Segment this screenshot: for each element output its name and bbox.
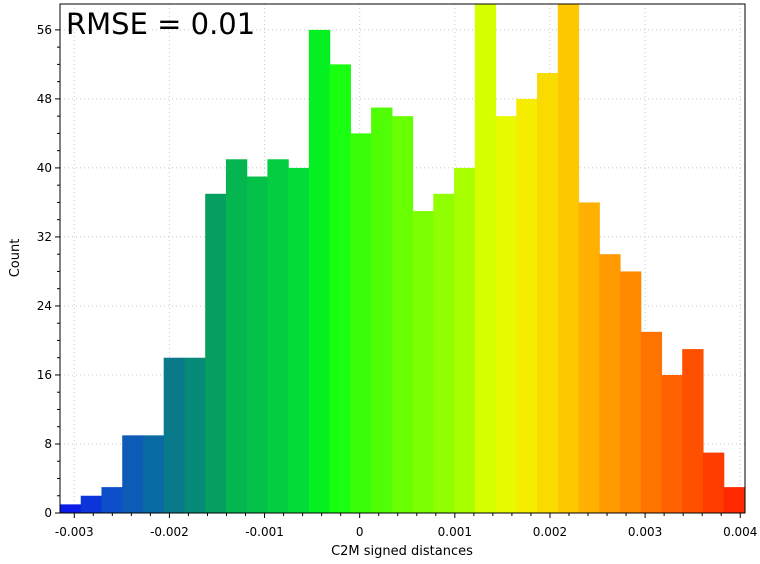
histogram-bar xyxy=(682,349,704,513)
histogram-bar xyxy=(184,357,206,513)
y-axis-ticks: 0 8 16 24 32 40 48 56 xyxy=(37,23,60,520)
x-axis-ticks: -0.003 -0.002 -0.001 0 0.001 0.002 0.003 0.004 xyxy=(55,513,757,539)
histogram-bar xyxy=(142,435,165,513)
x-axis-title: C2M signed distances xyxy=(331,544,473,559)
y-tick-label: 8 xyxy=(44,437,52,451)
histogram-bars xyxy=(60,4,746,514)
x-tick-label: 0.003 xyxy=(628,525,662,539)
histogram-bar xyxy=(350,133,372,513)
x-tick-label: 0.002 xyxy=(533,525,567,539)
plot-frame xyxy=(59,3,746,514)
x-tick-label: -0.001 xyxy=(245,525,284,539)
histogram-bar xyxy=(537,73,559,513)
histogram-bar xyxy=(329,64,351,513)
histogram-bar xyxy=(246,176,269,514)
histogram-bar xyxy=(412,211,434,513)
histogram-bar xyxy=(661,374,683,513)
y-tick-label: 16 xyxy=(37,368,52,382)
histogram-bar xyxy=(122,435,144,513)
rmse-annotation: RMSE = 0.01 xyxy=(66,7,255,41)
histogram-bar xyxy=(495,116,517,514)
histogram-bar xyxy=(433,193,455,513)
histogram-bar xyxy=(101,487,123,513)
x-tick-label: 0.004 xyxy=(723,525,757,539)
histogram-bar xyxy=(599,254,621,513)
histogram-bar xyxy=(619,271,642,513)
y-tick-label: 32 xyxy=(37,230,52,244)
histogram-bar xyxy=(557,4,580,513)
histogram-bar xyxy=(60,504,82,513)
y-tick-label: 24 xyxy=(37,299,52,313)
histogram-bar xyxy=(288,167,310,513)
y-tick-label: 48 xyxy=(37,92,52,106)
x-tick-label: -0.002 xyxy=(150,525,189,539)
histogram-bar xyxy=(80,495,103,513)
y-axis-title: Count xyxy=(8,239,23,278)
histogram-bar xyxy=(454,167,476,513)
histogram-bar xyxy=(205,193,227,513)
histogram-bar xyxy=(474,4,497,513)
histogram-bar xyxy=(391,116,414,514)
y-tick-label: 56 xyxy=(37,23,52,37)
histogram-bar xyxy=(371,107,393,513)
x-tick-label: -0.003 xyxy=(55,525,94,539)
histogram-bar xyxy=(267,159,289,513)
x-tick-label: 0.001 xyxy=(438,525,472,539)
histogram-bar xyxy=(702,452,725,513)
histogram-bar xyxy=(163,357,186,513)
histogram-bar xyxy=(308,29,331,514)
histogram-bar xyxy=(640,331,663,513)
histogram-bar xyxy=(723,487,746,513)
histogram-bar xyxy=(225,159,248,513)
histogram-bar xyxy=(578,202,600,514)
histogram-bar xyxy=(516,98,538,513)
y-tick-label: 0 xyxy=(44,506,52,520)
y-tick-label: 40 xyxy=(37,161,52,175)
x-tick-label: 0 xyxy=(356,525,364,539)
